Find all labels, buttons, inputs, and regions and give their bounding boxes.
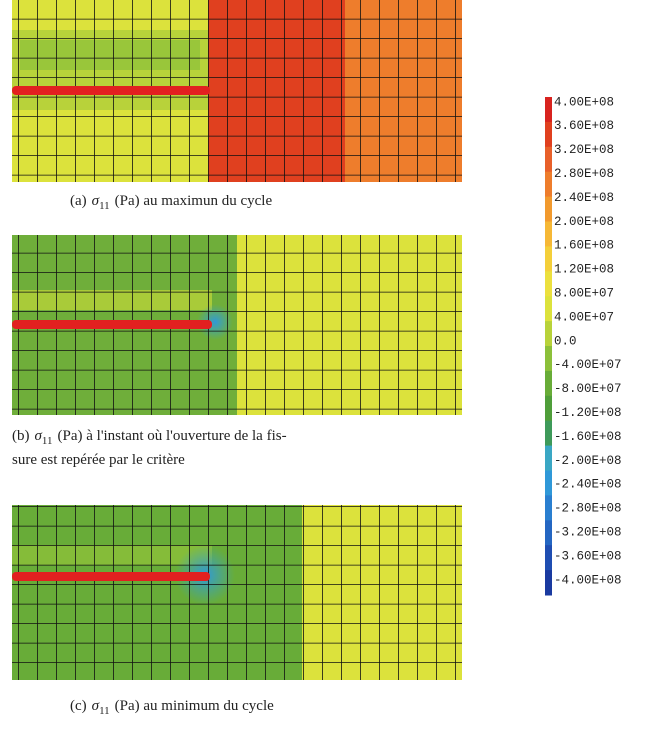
caption-text: (Pa) au minimum du cycle: [115, 698, 274, 714]
colorbar-segment: [545, 470, 552, 496]
caption-symbol: σ: [35, 428, 43, 444]
colorbar-label: -2.00E+08: [554, 454, 622, 468]
caption-label: (b): [12, 428, 30, 444]
plot-a: [12, 0, 462, 182]
colorbar-segment: [545, 445, 552, 471]
colorbar-label: 2.00E+08: [554, 215, 614, 229]
colorbar-segment: [545, 570, 552, 596]
colorbar-label: 1.60E+08: [554, 239, 614, 253]
colorbar-label: -8.00E+07: [554, 382, 622, 396]
colorbar-label: -3.20E+08: [554, 525, 622, 539]
colorbar-label: 1.20E+08: [554, 263, 614, 277]
caption: (b) σ11 (Pa) à l'instant où l'ouverture de…: [12, 428, 287, 447]
colorbar-segment: [545, 420, 552, 447]
colorbar-label: 2.80E+08: [554, 167, 614, 181]
caption: (a) σ11 (Pa) au maximun du cycle: [70, 193, 272, 212]
colorbar-segment: [545, 321, 552, 347]
colorbar-segment: [545, 495, 552, 521]
colorbar-label: -2.80E+08: [554, 502, 622, 516]
colorbar-label: -4.00E+08: [554, 573, 622, 587]
colorbar-segment: [545, 520, 552, 546]
colorbar-segment: [545, 97, 552, 123]
colorbar-segment: [545, 370, 552, 397]
colorbar-label: -4.00E+07: [554, 358, 622, 372]
colorbar: 4.00E+08 3.60E+08 3.20E+08 2.80E+08 2.40E+08…: [545, 95, 622, 596]
colorbar-label: 0.0: [554, 334, 577, 348]
colorbar-segment: [545, 171, 552, 198]
colorbar-segment: [545, 395, 552, 422]
colorbar-label: 4.00E+07: [554, 310, 614, 324]
plot-b: [12, 235, 462, 415]
colorbar-segment: [545, 121, 552, 148]
colorbar-segment: [545, 296, 552, 322]
caption-subscript: 11: [42, 435, 53, 447]
caption-label: (a): [70, 193, 87, 209]
colorbar-segment: [545, 221, 552, 247]
colorbar-segment: [545, 545, 552, 571]
colorbar-label: -3.60E+08: [554, 549, 622, 563]
colorbar-label: 3.60E+08: [554, 119, 614, 133]
colorbar-label: -2.40E+08: [554, 478, 622, 492]
colorbar-label: -1.20E+08: [554, 406, 622, 420]
caption-symbol: σ: [92, 698, 100, 714]
colorbar-segment: [545, 346, 552, 372]
caption-text: (Pa) à l'instant où l'ouverture de la fi…: [58, 428, 287, 444]
caption-subscript: 11: [99, 200, 110, 212]
caption-label: (c): [70, 698, 87, 714]
colorbar-segment: [545, 196, 552, 222]
caption-line2: sure est repérée par le critère: [12, 452, 185, 468]
caption-symbol: σ: [92, 193, 100, 209]
colorbar-label: 3.20E+08: [554, 143, 614, 157]
colorbar-label: 4.00E+08: [554, 95, 614, 109]
colorbar-segment: [545, 246, 552, 272]
colorbar-segment: [545, 146, 552, 173]
colorbar-label: -1.60E+08: [554, 430, 622, 444]
colorbar-segment: [545, 271, 552, 297]
plot-c: [12, 505, 462, 680]
colorbar-label: 2.40E+08: [554, 191, 614, 205]
caption-text: (Pa) au maximun du cycle: [115, 193, 273, 209]
caption-subscript: 11: [99, 705, 110, 717]
colorbar-label: 8.00E+07: [554, 286, 614, 300]
caption: (c) σ11 (Pa) au minimum du cycle: [70, 698, 274, 717]
